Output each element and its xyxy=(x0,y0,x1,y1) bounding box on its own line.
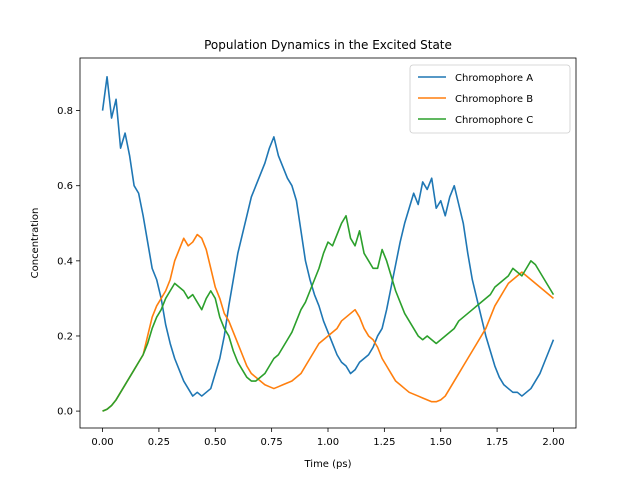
legend-label: Chromophore A xyxy=(455,73,533,84)
y-tick-label: 0.0 xyxy=(57,407,73,418)
legend-label: Chromophore B xyxy=(455,94,533,105)
x-axis-label: Time (ps) xyxy=(303,459,351,470)
y-tick-label: 0.4 xyxy=(57,256,73,267)
legend-label: Chromophore C xyxy=(455,115,533,126)
x-tick-label: 0.00 xyxy=(91,437,113,448)
x-tick-label: 0.50 xyxy=(204,437,226,448)
series-line-3 xyxy=(102,214,555,412)
x-tick-label: 1.75 xyxy=(486,437,508,448)
series-group xyxy=(101,75,555,412)
chart-title: Population Dynamics in the Excited State xyxy=(204,38,452,52)
series-line-2 xyxy=(102,233,554,412)
y-axis-label: Concentration xyxy=(30,208,41,279)
x-tick-label: 0.25 xyxy=(148,437,170,448)
x-tick-label: 2.00 xyxy=(542,437,564,448)
x-axis: 0.00 0.25 0.50 0.75 1.00 1.25 1.50 1.75 2.00 xyxy=(91,428,565,448)
x-tick-label: 1.50 xyxy=(430,437,452,448)
legend: Chromophore A Chromophore B Chromophore C xyxy=(409,64,571,134)
y-tick-label: 0.6 xyxy=(57,181,73,192)
y-tick-label: 0.2 xyxy=(57,331,73,342)
y-axis: 0.0 0.2 0.4 0.6 0.8 xyxy=(57,106,80,418)
y-tick-label: 0.8 xyxy=(57,106,73,117)
legend-box xyxy=(409,64,571,134)
x-tick-label: 1.25 xyxy=(373,437,395,448)
x-tick-label: 0.75 xyxy=(261,437,283,448)
x-tick-label: 1.00 xyxy=(317,437,339,448)
